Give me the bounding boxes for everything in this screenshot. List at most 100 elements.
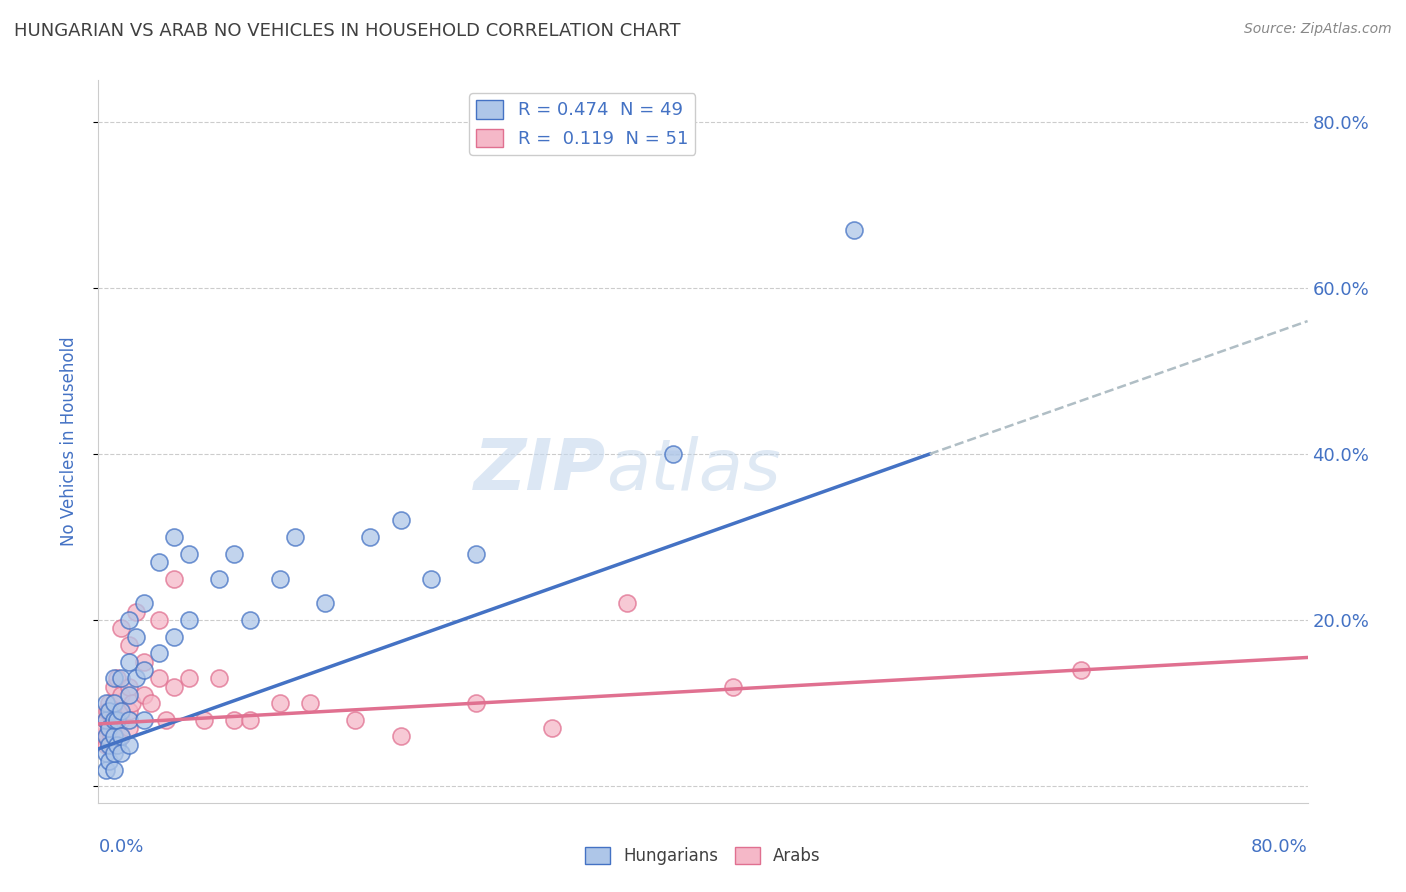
- Legend: Hungarians, Arabs: Hungarians, Arabs: [578, 840, 828, 871]
- Point: [105, 713, 128, 727]
- Point: [125, 630, 148, 644]
- Point: [96, 730, 118, 744]
- Point: [193, 713, 215, 727]
- Point: [208, 572, 231, 586]
- Point: [110, 671, 132, 685]
- Point: [179, 671, 201, 685]
- Point: [103, 746, 125, 760]
- Point: [132, 663, 155, 677]
- Point: [132, 713, 155, 727]
- Point: [110, 705, 132, 719]
- Point: [118, 721, 141, 735]
- Point: [389, 730, 412, 744]
- Point: [125, 671, 148, 685]
- Point: [105, 713, 128, 727]
- Point: [98, 696, 121, 710]
- Point: [118, 713, 141, 727]
- Point: [103, 730, 125, 744]
- Point: [1070, 663, 1092, 677]
- Point: [98, 754, 121, 768]
- Point: [98, 738, 121, 752]
- Text: atlas: atlas: [606, 436, 780, 505]
- Text: HUNGARIAN VS ARAB NO VEHICLES IN HOUSEHOLD CORRELATION CHART: HUNGARIAN VS ARAB NO VEHICLES IN HOUSEHO…: [14, 22, 681, 40]
- Point: [284, 530, 307, 544]
- Point: [98, 721, 121, 735]
- Point: [103, 730, 125, 744]
- Point: [118, 613, 141, 627]
- Point: [105, 671, 128, 685]
- Point: [148, 555, 170, 569]
- Y-axis label: No Vehicles in Household: No Vehicles in Household: [59, 336, 77, 547]
- Point: [103, 696, 125, 710]
- Point: [616, 597, 638, 611]
- Point: [465, 547, 488, 561]
- Point: [118, 655, 141, 669]
- Point: [179, 547, 201, 561]
- Point: [94, 746, 117, 760]
- Point: [163, 630, 186, 644]
- Point: [224, 713, 246, 727]
- Point: [110, 730, 132, 744]
- Point: [208, 671, 231, 685]
- Point: [94, 696, 117, 710]
- Point: [148, 646, 170, 660]
- Point: [269, 696, 291, 710]
- Point: [269, 572, 291, 586]
- Point: [103, 696, 125, 710]
- Point: [103, 671, 125, 685]
- Point: [723, 680, 745, 694]
- Point: [110, 621, 132, 635]
- Point: [299, 696, 322, 710]
- Point: [344, 713, 367, 727]
- Point: [93, 721, 115, 735]
- Point: [103, 680, 125, 694]
- Point: [540, 721, 562, 735]
- Point: [118, 738, 141, 752]
- Point: [360, 530, 382, 544]
- Point: [141, 696, 163, 710]
- Text: 0.0%: 0.0%: [98, 838, 143, 855]
- Point: [314, 597, 336, 611]
- Point: [118, 705, 141, 719]
- Point: [121, 696, 143, 710]
- Point: [844, 223, 866, 237]
- Point: [661, 447, 683, 461]
- Text: 80.0%: 80.0%: [1251, 838, 1308, 855]
- Point: [103, 713, 125, 727]
- Point: [110, 713, 132, 727]
- Point: [94, 738, 117, 752]
- Point: [96, 705, 118, 719]
- Point: [105, 738, 128, 752]
- Point: [118, 638, 141, 652]
- Point: [91, 730, 114, 744]
- Point: [94, 713, 117, 727]
- Point: [107, 705, 129, 719]
- Point: [101, 738, 124, 752]
- Point: [239, 713, 262, 727]
- Point: [110, 730, 132, 744]
- Point: [163, 530, 186, 544]
- Point: [94, 713, 117, 727]
- Point: [125, 605, 148, 619]
- Point: [148, 671, 170, 685]
- Point: [103, 713, 125, 727]
- Point: [118, 680, 141, 694]
- Point: [389, 513, 412, 527]
- Point: [110, 688, 132, 702]
- Text: Source: ZipAtlas.com: Source: ZipAtlas.com: [1244, 22, 1392, 37]
- Point: [94, 763, 117, 777]
- Point: [98, 721, 121, 735]
- Point: [148, 613, 170, 627]
- Point: [118, 688, 141, 702]
- Text: ZIP: ZIP: [474, 436, 606, 505]
- Point: [132, 597, 155, 611]
- Point: [98, 705, 121, 719]
- Point: [100, 730, 122, 744]
- Point: [94, 730, 117, 744]
- Point: [224, 547, 246, 561]
- Point: [420, 572, 443, 586]
- Point: [465, 696, 488, 710]
- Point: [132, 688, 155, 702]
- Point: [103, 763, 125, 777]
- Point: [163, 572, 186, 586]
